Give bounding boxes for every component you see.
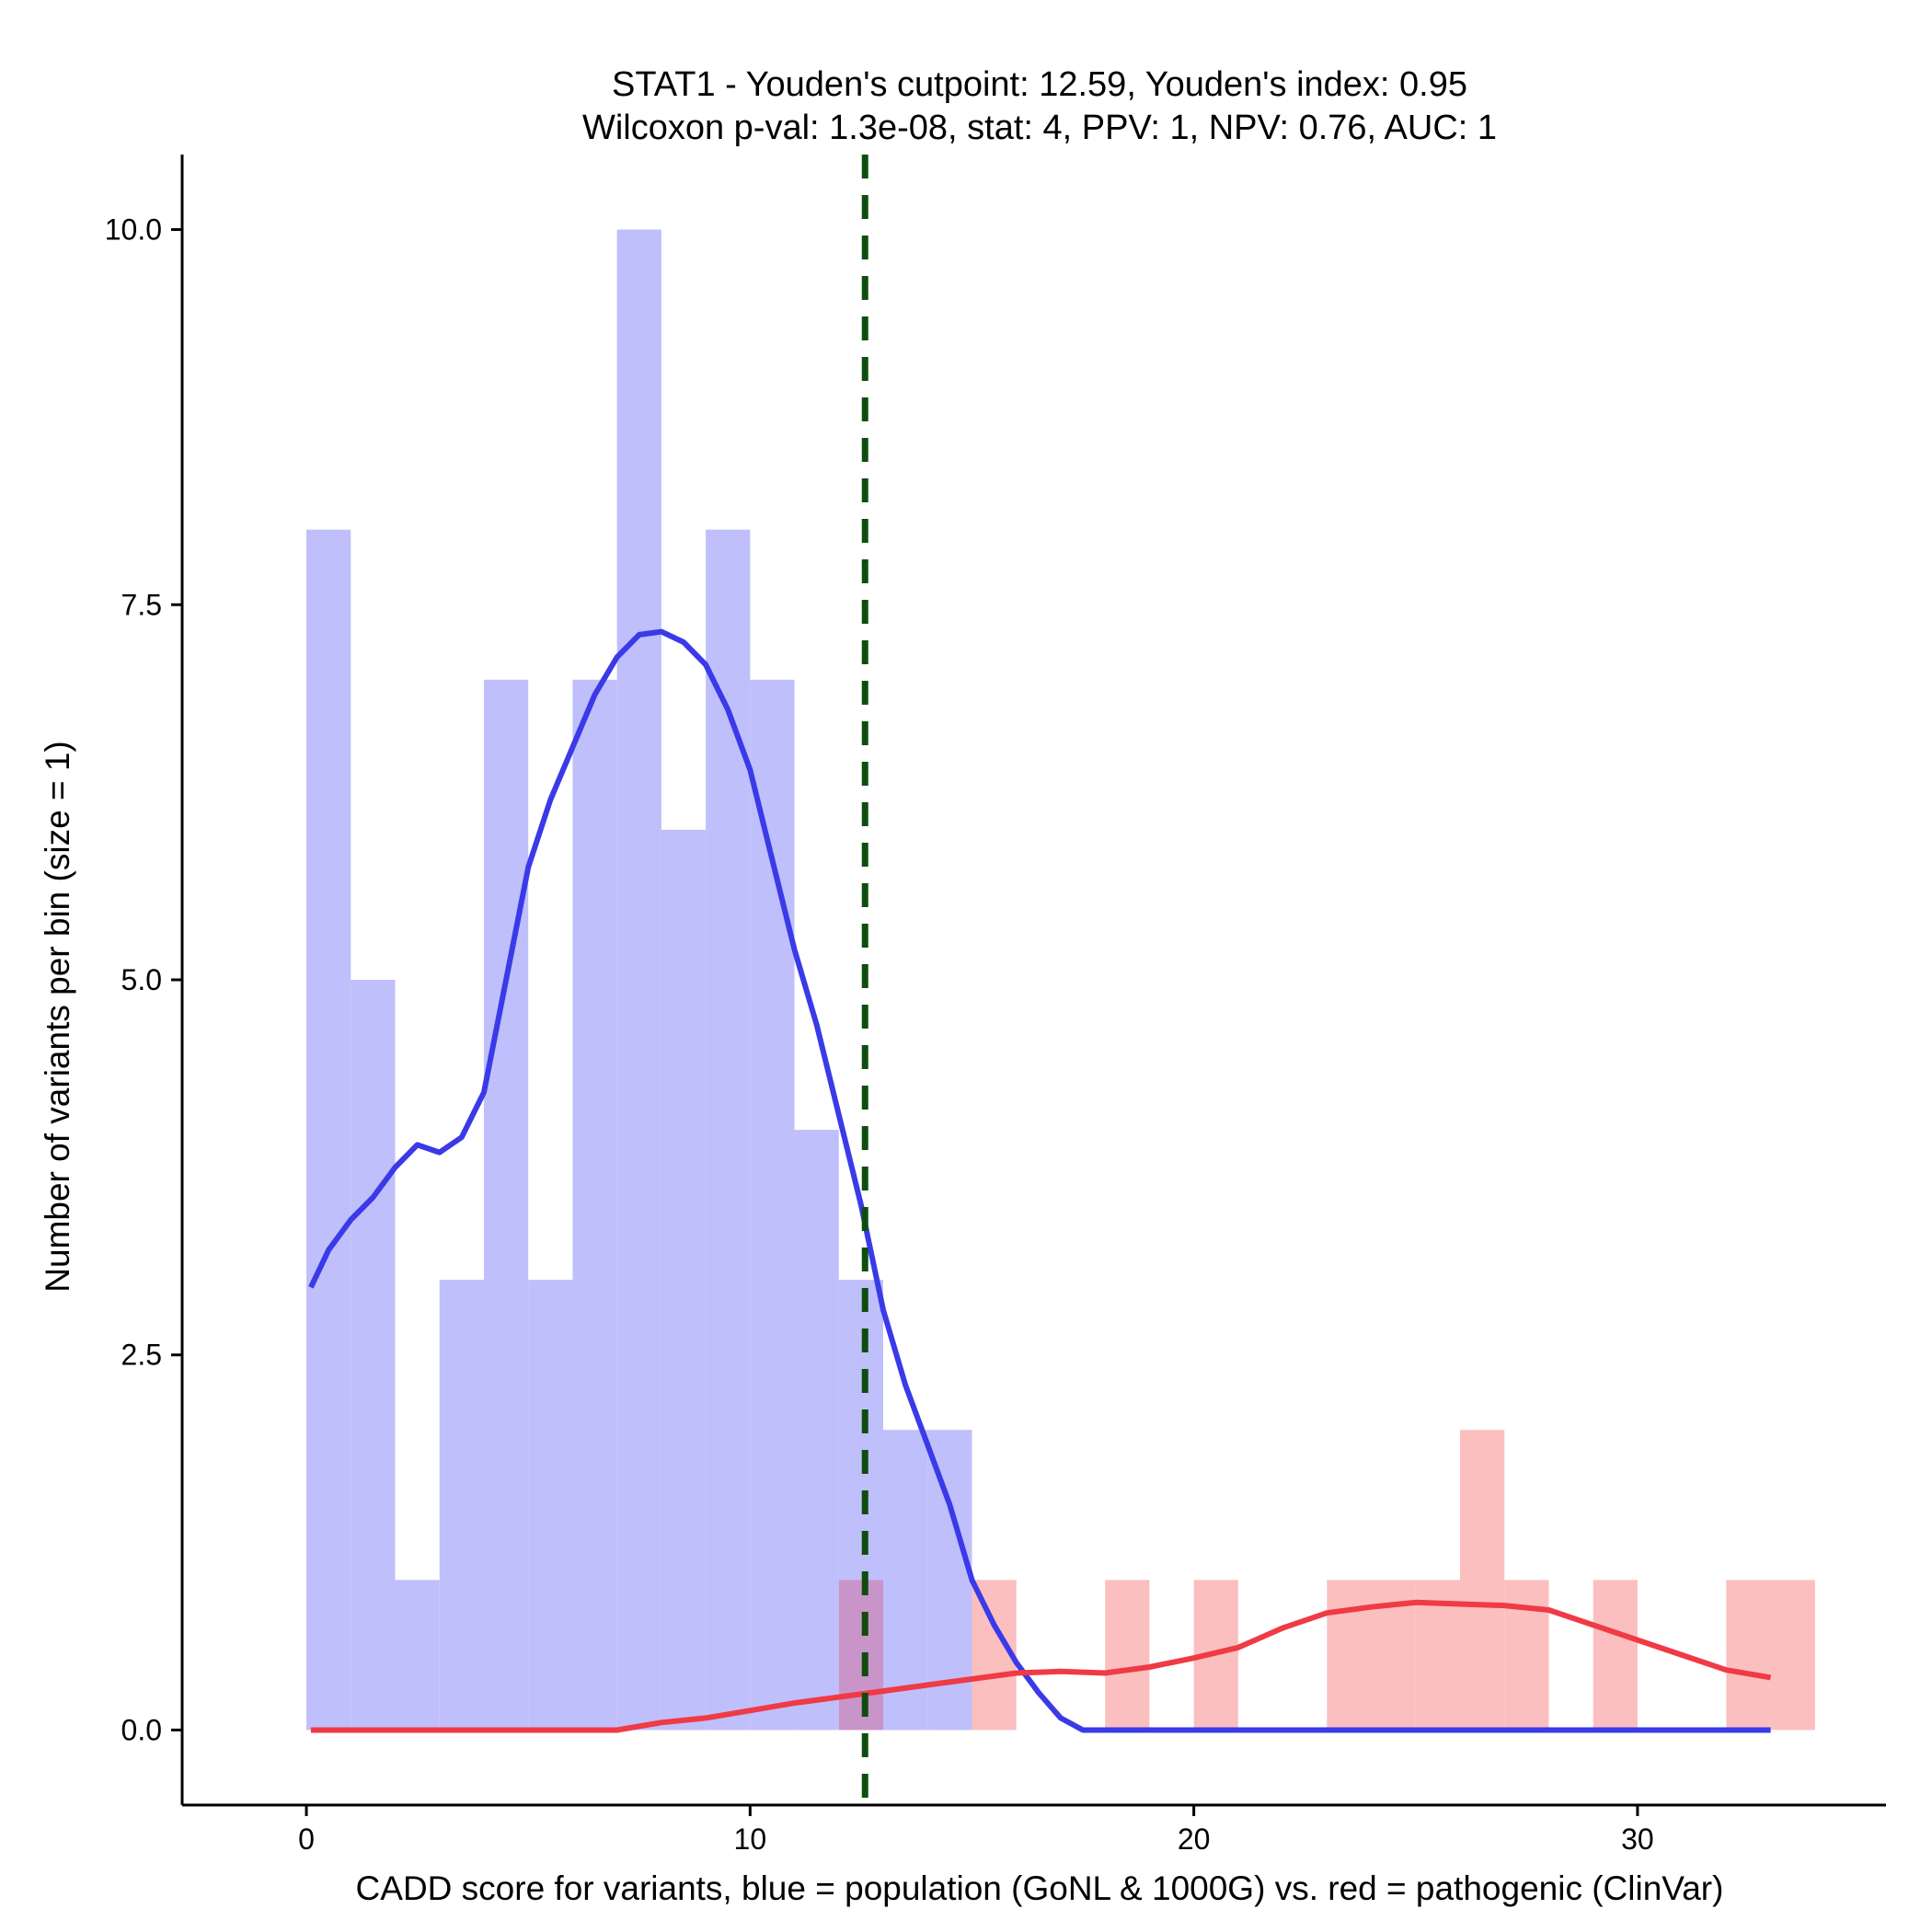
- y-tick-label-0: 0.0: [121, 1713, 162, 1746]
- bar-population-11: [794, 1130, 839, 1731]
- x-tick-label-10: 10: [734, 1823, 767, 1856]
- bar-pathogenic-18: [1105, 1580, 1150, 1731]
- bar-population-7: [616, 229, 661, 1731]
- x-tick-label-0: 0: [298, 1823, 315, 1856]
- x-tick-label-20: 20: [1178, 1823, 1211, 1856]
- bar-pathogenic-26: [1460, 1430, 1505, 1731]
- chart-title-line-2: Wilcoxon p-val: 1.3e-08, stat: 4, PPV: 1…: [582, 109, 1497, 147]
- bar-pathogenic-12: [838, 1580, 884, 1731]
- bar-population-10: [750, 679, 795, 1731]
- density-curves: [308, 628, 1772, 1733]
- bar-pathogenic-32: [1726, 1580, 1771, 1731]
- bar-population-2: [395, 1580, 440, 1731]
- bar-pathogenic-33: [1770, 1580, 1815, 1731]
- bar-population-6: [572, 679, 617, 1731]
- bar-population-3: [439, 1280, 484, 1731]
- y-tick-label-10: 10.0: [105, 213, 162, 247]
- bar-population-8: [661, 829, 707, 1731]
- y-tick-label-2.5: 2.5: [121, 1339, 162, 1372]
- bar-pathogenic-23: [1327, 1580, 1372, 1731]
- y-tick-label-7.5: 7.5: [121, 588, 162, 621]
- bar-population-4: [483, 679, 529, 1731]
- x-tick-label-30: 30: [1621, 1823, 1654, 1856]
- bar-population-9: [706, 529, 751, 1731]
- bar-population-1: [351, 980, 396, 1731]
- bar-population-13: [883, 1430, 928, 1731]
- axes: 0 10 20 30 0.0 2.5 5.0 7.5 10.0: [105, 155, 1886, 1856]
- chart-title-line-1: STAT1 - Youden's cutpoint: 12.59, Youden…: [612, 65, 1467, 104]
- histogram-bars: [306, 229, 1815, 1731]
- bar-pathogenic-27: [1504, 1580, 1549, 1731]
- density-line-population: [308, 628, 1771, 1733]
- y-tick-label-5: 5.0: [121, 963, 162, 996]
- bar-pathogenic-29: [1593, 1580, 1638, 1731]
- y-axis-title: Number of variants per bin (size = 1): [39, 741, 76, 1292]
- bar-population-5: [528, 1280, 573, 1731]
- bar-population-0: [306, 529, 351, 1731]
- x-axis-title: CADD score for variants, blue = populati…: [356, 1869, 1724, 1907]
- density-line-pathogenic: [310, 1599, 1772, 1733]
